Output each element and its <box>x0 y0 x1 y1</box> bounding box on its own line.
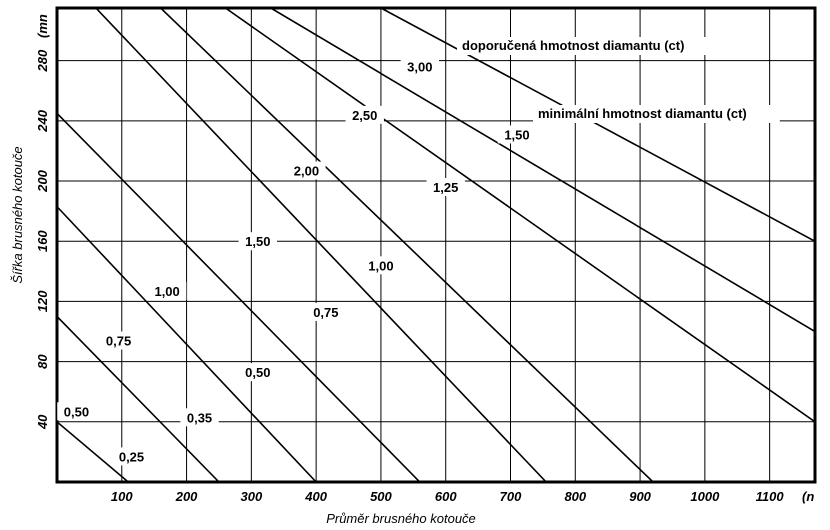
y-tick-label: 40 <box>35 414 50 430</box>
annotation-bg-7 <box>238 232 278 251</box>
y-tick-label: 160 <box>35 230 50 252</box>
title-layer: Průměr brusného kotouče Šířka brusného ko… <box>10 146 476 526</box>
annotation-label: 0,75 <box>313 305 338 320</box>
annotation-label: 0,35 <box>187 410 212 425</box>
annotation-label: 0,50 <box>64 404 89 419</box>
series-line-8 <box>270 8 815 333</box>
annotation-label: 1,00 <box>368 258 393 273</box>
y-tick-label: 280 <box>35 49 50 72</box>
annotation-label: 0,25 <box>119 449 144 464</box>
series-line-3 <box>57 206 317 482</box>
legend-bg-2 <box>533 105 780 123</box>
grid-layer <box>57 8 815 482</box>
x-tick-label: 300 <box>241 489 263 504</box>
label-layer: 0,50 0,25 0,75 0,35 1,00 0,50 1,50 0,75 2,00 1,00… <box>57 37 780 466</box>
annotation-bg-9 <box>287 161 326 180</box>
annotation-bg-8 <box>306 302 346 321</box>
frame-layer <box>55 6 817 484</box>
x-axis-title: Průměr brusného kotouče <box>326 511 476 526</box>
annotation-bg-4 <box>180 408 219 427</box>
x-tick-label: 700 <box>500 489 522 504</box>
annotation-label: 1,50 <box>504 127 529 142</box>
x-tick-label: 200 <box>175 489 198 504</box>
series-line-1 <box>57 421 129 482</box>
y-tick-label: 120 <box>35 290 50 312</box>
plot-frame <box>55 6 817 484</box>
x-tick-label: 100 <box>111 489 133 504</box>
annotation-bg-12 <box>426 178 465 197</box>
series-line-6 <box>160 8 654 482</box>
x-tick-label: 400 <box>304 489 327 504</box>
annotation-label: 3,00 <box>407 60 432 75</box>
annotation-label: 0,50 <box>245 365 270 380</box>
annotation-label: 1,50 <box>245 234 270 249</box>
y-tick-label: 80 <box>35 354 50 369</box>
y-tick-unit-fragment: (mn <box>35 14 50 38</box>
series-layer <box>57 8 815 482</box>
annotation-label: 1,25 <box>433 180 458 195</box>
annotation-bg-1 <box>57 402 96 421</box>
annotation-label: 2,00 <box>294 164 319 179</box>
series-line-2 <box>57 315 220 482</box>
annotation-bg-5 <box>147 281 187 300</box>
series-line-9 <box>380 8 815 242</box>
annotation-label: 0,75 <box>106 334 131 349</box>
annotation-bg-3 <box>99 331 138 350</box>
x-tick-label: 600 <box>435 489 457 504</box>
x-tick-label: 500 <box>370 489 392 504</box>
annotation-label: 2,50 <box>352 108 377 123</box>
x-tick-label: 1000 <box>690 489 720 504</box>
annotation-bg-13 <box>400 57 440 76</box>
y-tick-label: 240 <box>35 109 50 132</box>
tick-layer: 100 200 300 400 500 600 700 800 900 1000 1100 (n 40 8… <box>35 14 814 504</box>
x-tick-label: 1100 <box>756 489 785 504</box>
annotation-bg-14 <box>497 125 537 144</box>
legend-entry: doporučená hmotnost diamantu (ct) <box>462 38 684 53</box>
series-line-7 <box>224 8 815 423</box>
x-tick-label: 800 <box>564 489 586 504</box>
x-tick-label: 900 <box>629 489 651 504</box>
annotation-bg-6 <box>238 363 278 382</box>
annotation-bg-10 <box>361 256 401 275</box>
y-tick-label: 200 <box>35 169 50 192</box>
x-tick-unit-fragment: (n <box>802 489 814 504</box>
legend-bg-1 <box>457 37 712 55</box>
series-line-5 <box>95 8 547 482</box>
annotation-bg-2 <box>112 447 151 466</box>
series-line-4 <box>57 112 421 482</box>
y-axis-title: Šířka brusného kotouče <box>10 146 25 283</box>
annotation-label: 1,00 <box>154 284 179 299</box>
legend-entry: minimální hmotnost diamantu (ct) <box>538 106 747 121</box>
annotation-bg-11 <box>345 105 384 124</box>
